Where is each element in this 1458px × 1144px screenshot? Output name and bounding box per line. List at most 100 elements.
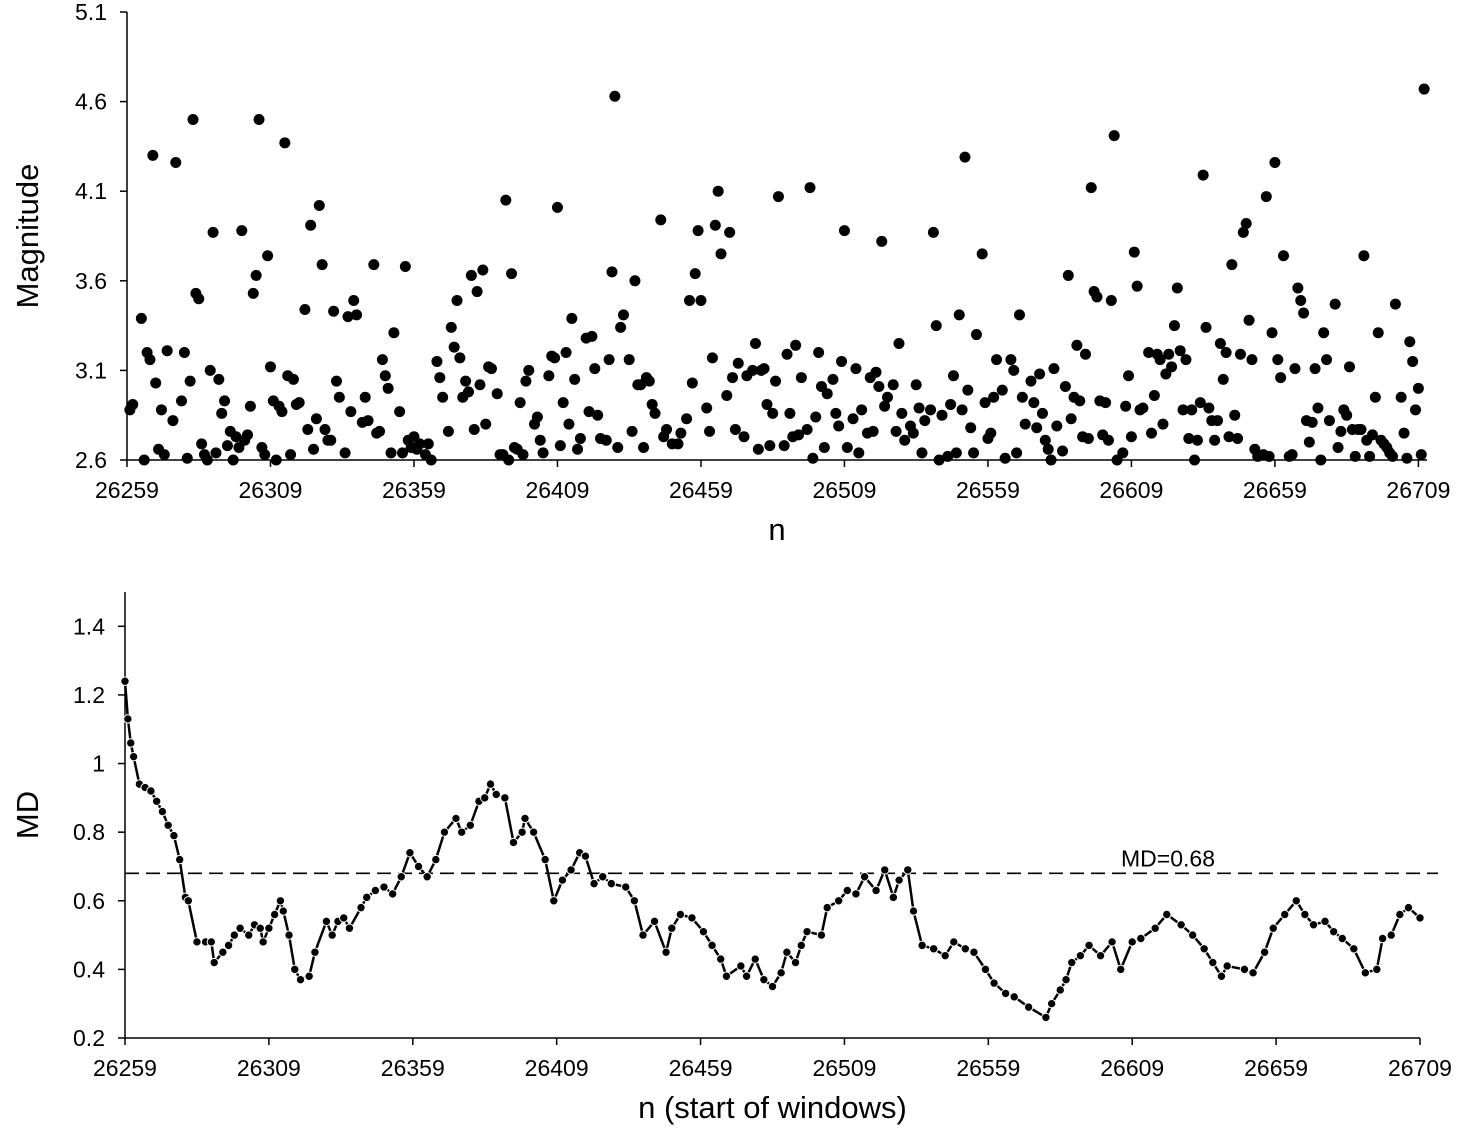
point: [1045, 454, 1057, 466]
point: [810, 411, 822, 423]
point: [150, 377, 162, 389]
md-point: [370, 885, 381, 896]
x-tick-label: 26359: [381, 1055, 445, 1081]
md-point: [192, 937, 202, 947]
point: [1085, 182, 1097, 194]
point: [569, 373, 581, 385]
md-point: [269, 909, 280, 920]
x-tick-label: 26509: [812, 1055, 876, 1081]
md-point: [1023, 1002, 1034, 1012]
point: [807, 452, 819, 464]
md-point: [736, 961, 746, 971]
md-point: [707, 940, 717, 951]
md-point: [767, 981, 778, 992]
point: [747, 364, 759, 376]
point: [695, 295, 707, 307]
y-tick-label: 3.6: [75, 268, 107, 294]
point: [913, 402, 925, 414]
point: [1194, 397, 1206, 409]
point: [517, 449, 529, 461]
md-point: [1055, 985, 1065, 995]
point: [907, 427, 919, 439]
point: [1031, 422, 1043, 434]
point: [661, 424, 673, 436]
point: [471, 286, 483, 298]
md-point: [1208, 957, 1218, 968]
point: [752, 443, 764, 455]
md-point: [174, 854, 185, 865]
point: [285, 449, 297, 461]
point: [612, 441, 624, 453]
point: [1125, 431, 1137, 443]
md-point: [151, 796, 162, 806]
point: [821, 388, 833, 400]
point: [1180, 354, 1192, 366]
md-point: [206, 937, 217, 947]
x-tick-label: 26559: [956, 1055, 1020, 1081]
point: [1171, 282, 1183, 294]
point: [626, 425, 638, 437]
point: [201, 454, 213, 466]
point: [953, 309, 965, 321]
x-tick-label: 26259: [95, 477, 159, 503]
point: [643, 375, 655, 387]
point: [962, 384, 974, 396]
point: [437, 391, 449, 403]
md-point: [589, 878, 599, 889]
point: [1223, 431, 1235, 443]
point: [376, 354, 388, 366]
point: [615, 321, 627, 333]
point: [968, 447, 980, 459]
point: [675, 427, 687, 439]
point: [1163, 348, 1175, 360]
point: [925, 404, 937, 416]
x-tick-label: 26409: [525, 477, 589, 503]
point: [790, 339, 802, 351]
y-axis-title: MD: [10, 791, 45, 839]
point: [1082, 432, 1094, 444]
md-point: [517, 827, 527, 837]
md-point: [1009, 992, 1019, 1002]
md-point: [1176, 920, 1186, 930]
point: [758, 363, 770, 375]
md-point: [802, 926, 812, 937]
point: [176, 395, 188, 407]
point: [1295, 295, 1307, 307]
md-point: [295, 974, 306, 985]
subplot: 0.2 0.4 0.6 0.8 1 1.2 1.4 26259 26309 26359 26409 2…: [10, 592, 1452, 1125]
point: [138, 454, 150, 466]
point: [638, 441, 650, 453]
md-point: [667, 923, 677, 933]
md-point: [1360, 968, 1371, 978]
point: [1157, 418, 1169, 430]
point: [1266, 327, 1278, 339]
md-point: [888, 892, 899, 903]
point: [1358, 250, 1370, 262]
point: [738, 431, 750, 443]
point: [1240, 217, 1252, 229]
md-point: [229, 930, 240, 940]
x-tick-label: 26309: [237, 1055, 301, 1081]
y-tick-label: 0.4: [73, 956, 105, 982]
point: [1146, 427, 1158, 439]
point: [764, 440, 776, 452]
point: [454, 352, 466, 364]
point: [1389, 298, 1401, 310]
point: [704, 425, 716, 437]
md-point: [903, 865, 913, 875]
x-tick-label: 26659: [1244, 1055, 1308, 1081]
point: [988, 391, 1000, 403]
md-point: [183, 896, 194, 906]
point: [1260, 191, 1272, 203]
point: [1189, 454, 1201, 466]
point: [606, 266, 618, 278]
point: [279, 137, 291, 149]
point: [936, 409, 948, 421]
point: [1335, 425, 1347, 437]
md-point: [1127, 937, 1137, 947]
point: [572, 443, 584, 455]
x-tick-label: 26309: [239, 477, 303, 503]
point: [767, 407, 779, 419]
md-point: [796, 940, 806, 951]
